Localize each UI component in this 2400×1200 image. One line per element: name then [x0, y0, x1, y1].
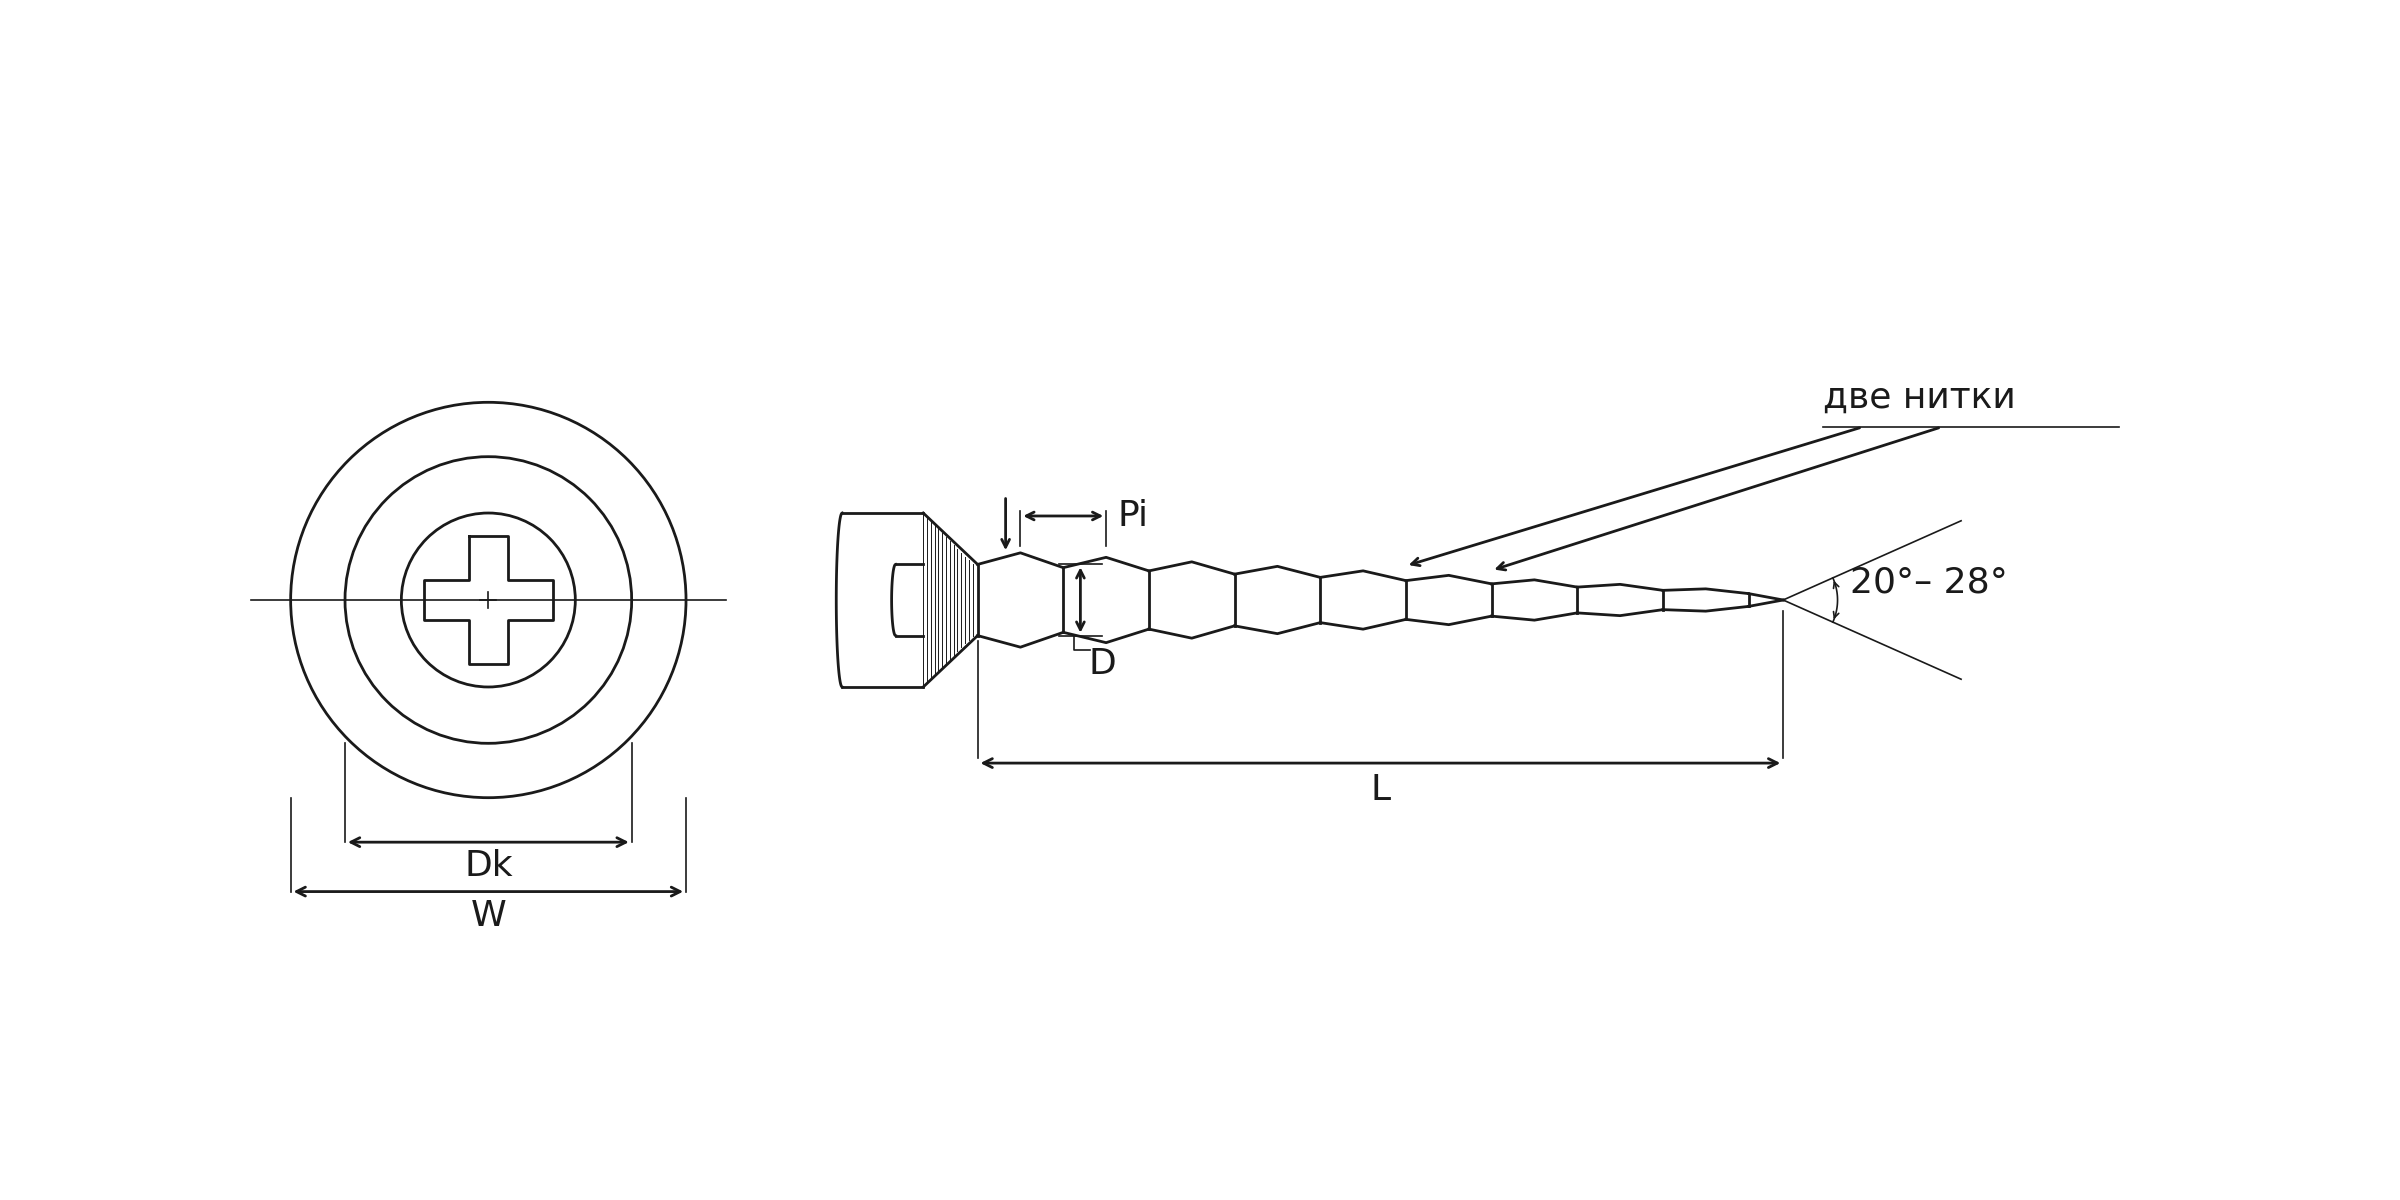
Text: Pi: Pi [1118, 499, 1150, 533]
Text: W: W [470, 899, 506, 932]
Text: Dk: Dk [463, 850, 514, 883]
Text: D: D [1087, 648, 1116, 682]
Text: 20°– 28°: 20°– 28° [1850, 565, 2009, 599]
Text: две нитки: две нитки [1822, 382, 2016, 415]
Text: L: L [1370, 773, 1390, 806]
